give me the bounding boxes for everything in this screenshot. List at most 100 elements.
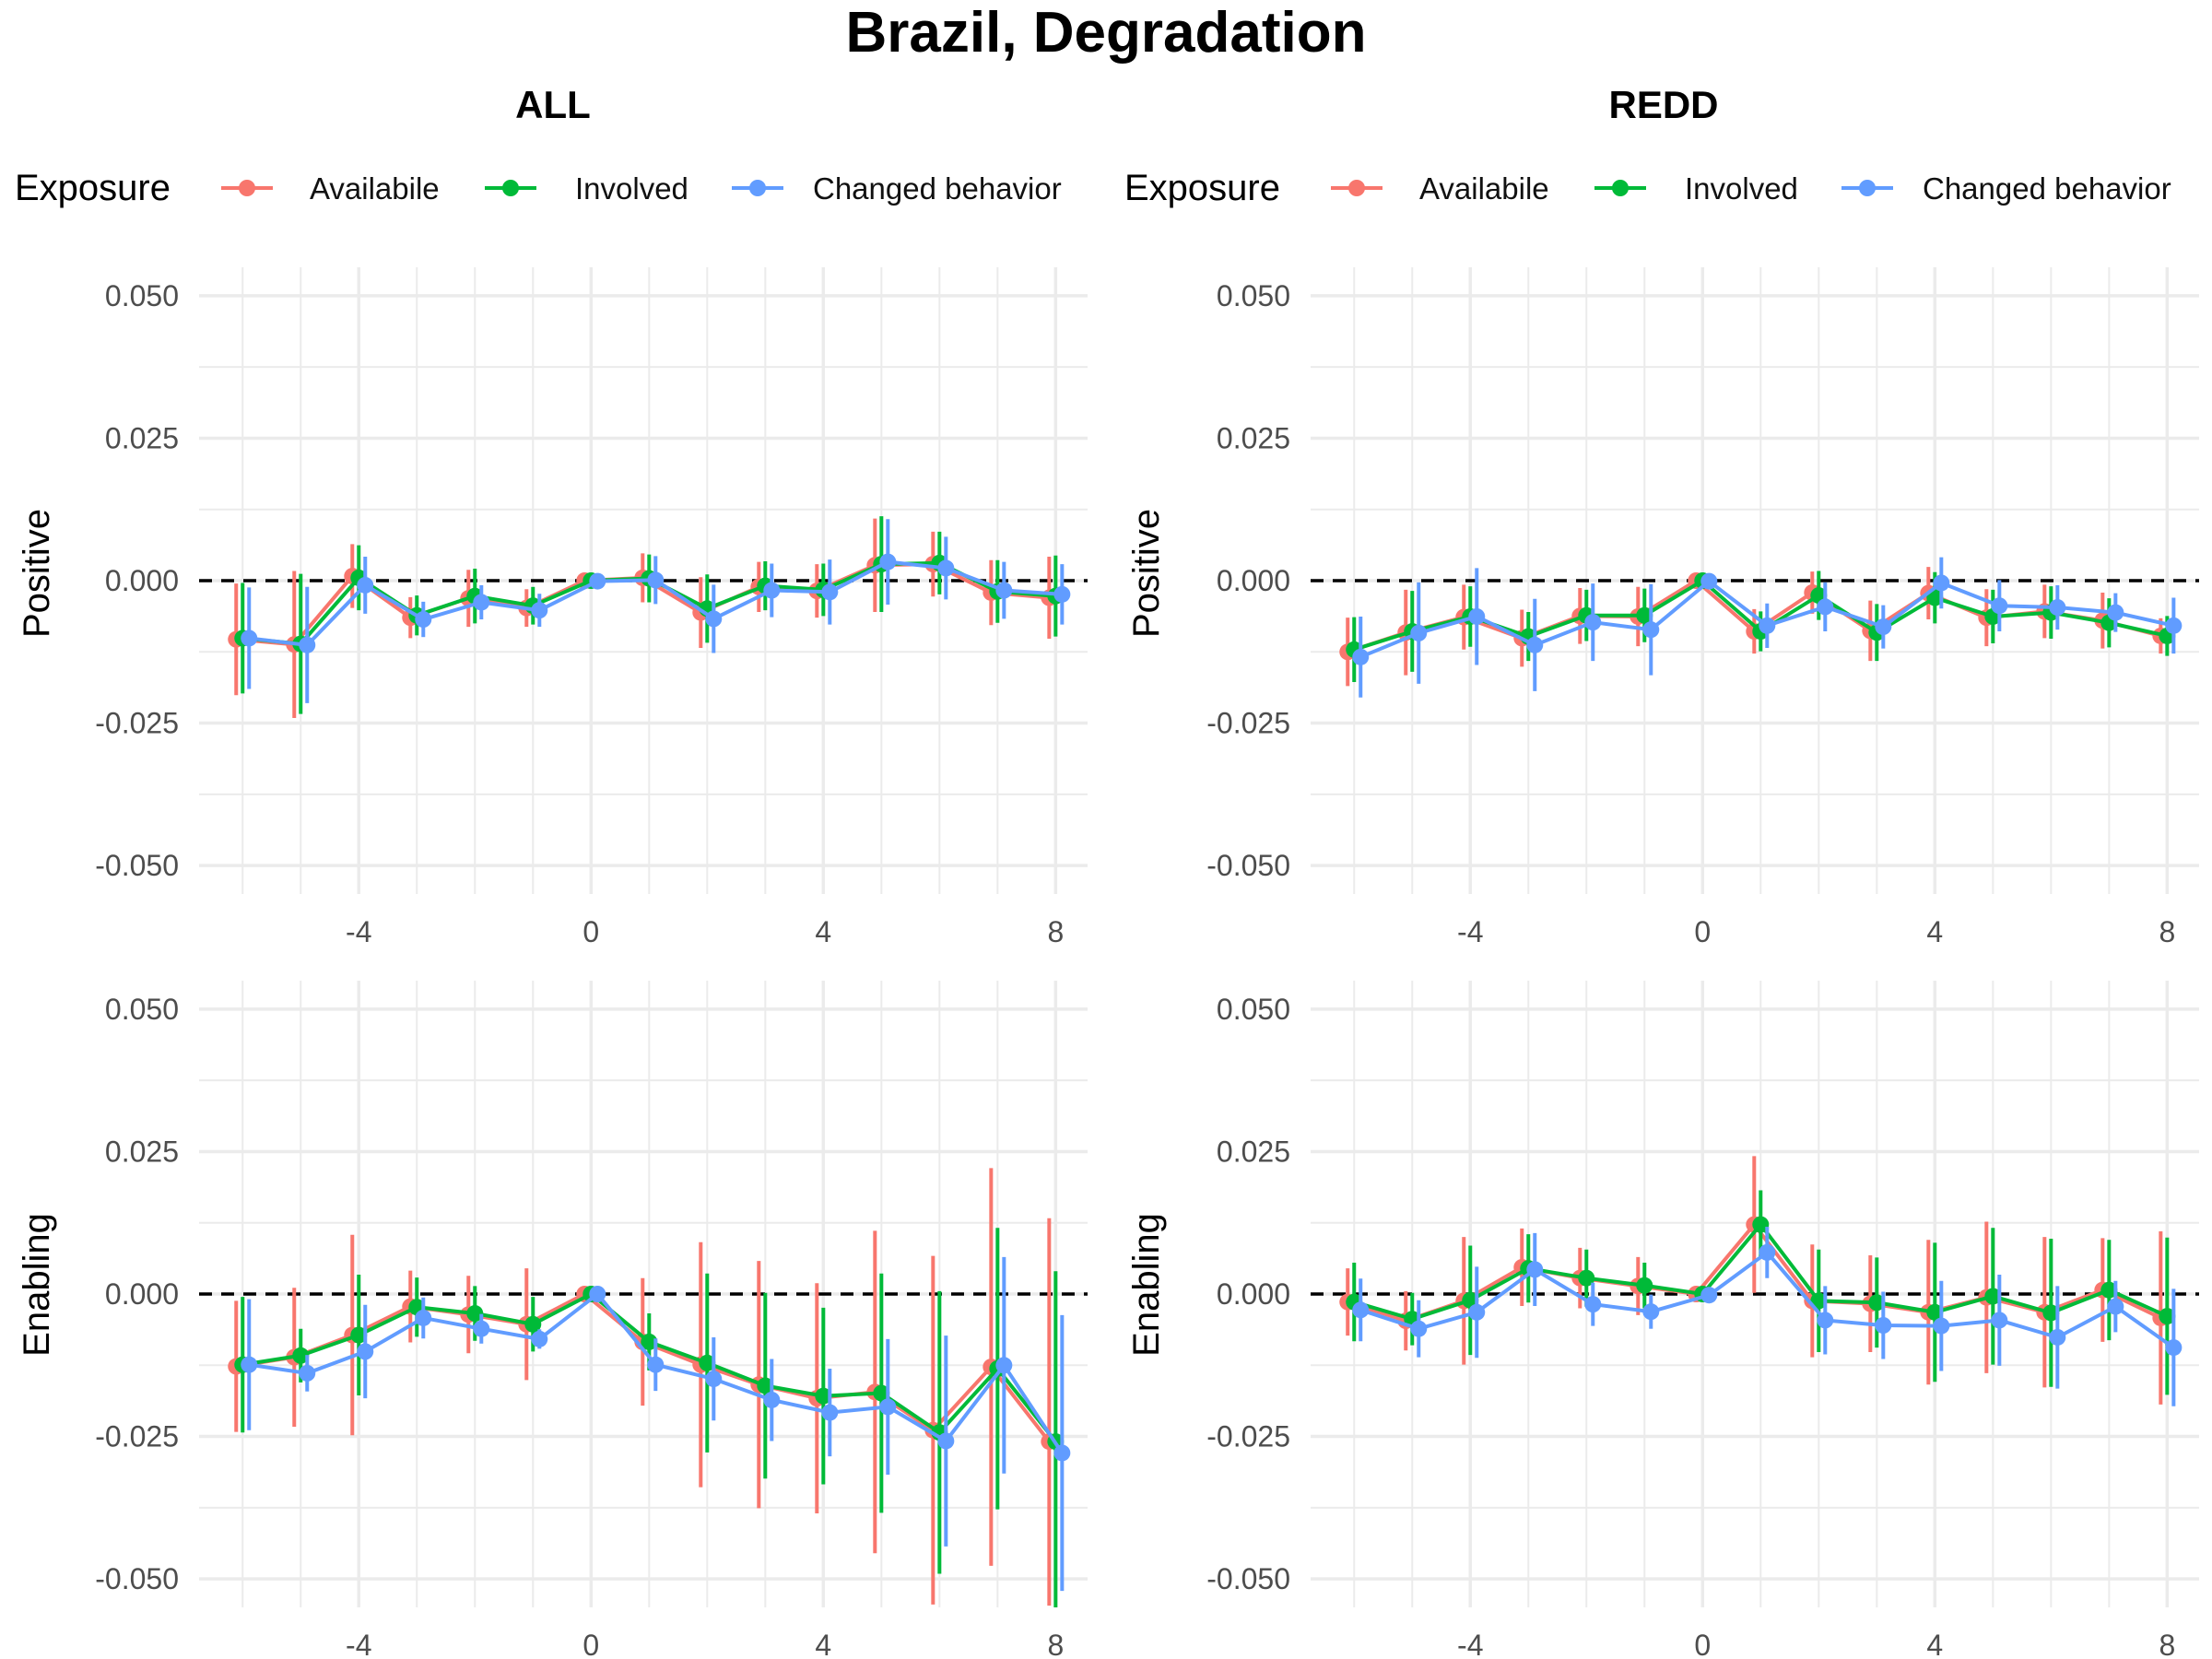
y-tick-label: 0.050: [105, 993, 179, 1026]
y-tick-label: 0.025: [105, 421, 179, 454]
y-tick-label: 0.050: [1217, 993, 1290, 1026]
row-label-positive-redd: Positive: [1126, 509, 1167, 638]
facet-strip-redd: REDD: [1608, 83, 1718, 126]
data-point: [879, 553, 897, 571]
data-point: [1817, 598, 1834, 616]
main-title: Brazil, Degradation: [846, 1, 1367, 65]
data-point: [357, 1343, 374, 1360]
x-tick-label: 0: [1694, 1629, 1711, 1659]
data-point: [531, 1330, 548, 1347]
legend-title: Exposure: [1124, 168, 1280, 208]
data-point: [757, 1377, 774, 1394]
data-point: [2042, 1304, 2060, 1322]
data-point: [647, 571, 665, 589]
data-point: [1636, 606, 1653, 624]
panels: 0.050 0.025 0.000 -0.025 -0.050 -4 0 4 8 0.050 0.0…: [95, 267, 2199, 1659]
x-tick-label: 8: [2159, 1629, 2175, 1659]
data-point: [937, 559, 955, 577]
y-tick-label: -0.025: [1206, 1420, 1290, 1453]
y-tick-label: -0.050: [95, 1562, 179, 1595]
legend-key-point: [1348, 180, 1365, 196]
y-tick-label: -0.050: [95, 849, 179, 882]
legend-title: Exposure: [15, 168, 171, 208]
legend-item-availabile: Availabile: [1331, 171, 1549, 206]
data-point: [415, 1309, 432, 1326]
data-point: [1759, 617, 1776, 634]
data-point: [1875, 1317, 1892, 1334]
data-layer: [1339, 557, 2183, 698]
x-tick-label: 4: [815, 1629, 831, 1659]
series-changed-behavior: [241, 1256, 1071, 1592]
data-point: [350, 1326, 368, 1344]
data-point: [1926, 589, 1944, 606]
x-tick-label: -4: [1457, 1629, 1483, 1659]
data-point: [531, 602, 548, 619]
panel-all-enabling: 0.050 0.025 0.000 -0.025 -0.050 -4 0 4 8: [95, 981, 1088, 1659]
legend-key-point: [1612, 180, 1629, 196]
y-tick-label: 0.000: [1217, 1277, 1290, 1311]
data-point: [1584, 614, 1602, 631]
legend-key-point: [502, 180, 519, 196]
x-tick-label: 0: [1694, 915, 1711, 948]
legend-label: Involved: [575, 171, 688, 206]
y-tick-label: 0.050: [105, 279, 179, 312]
data-point: [2100, 1281, 2118, 1299]
x-tick-label: 4: [1926, 915, 1943, 948]
data-point: [763, 582, 781, 599]
data-point: [1526, 636, 1544, 653]
y-tick-label: 0.025: [1217, 1135, 1290, 1168]
data-point: [2165, 1339, 2183, 1357]
data-point: [705, 610, 723, 628]
x-tick-label: 4: [815, 915, 831, 948]
data-point: [241, 1356, 258, 1373]
y-tick-label: 0.050: [1217, 279, 1290, 312]
data-point: [1526, 1261, 1544, 1278]
x-tick-label: 0: [582, 915, 599, 948]
data-point: [1868, 1294, 1886, 1312]
data-point: [1468, 1303, 1486, 1321]
y-tick-label: -0.050: [1206, 1562, 1290, 1595]
x-tick-label: -4: [1457, 915, 1483, 948]
data-point: [1053, 585, 1071, 603]
data-point: [763, 1391, 781, 1408]
legend-item-involved: Involved: [1594, 171, 1798, 206]
data-point: [415, 611, 432, 629]
y-tick-label: 0.025: [1217, 421, 1290, 454]
legend-label: Changed behavior: [1923, 171, 2171, 206]
data-point: [821, 583, 839, 601]
data-point: [357, 576, 374, 594]
legend-key-point: [749, 180, 766, 196]
data-point: [2049, 1328, 2066, 1346]
legend-label: Involved: [1685, 171, 1798, 206]
data-point: [873, 1384, 890, 1402]
x-tick-label: 8: [2159, 915, 2175, 948]
data-point: [1053, 1444, 1071, 1462]
data-point: [1410, 1320, 1428, 1337]
data-point: [1700, 572, 1718, 590]
data-point: [473, 594, 490, 611]
data-point: [1926, 1303, 1944, 1321]
data-point: [1817, 1312, 1834, 1329]
data-point: [2107, 1298, 2124, 1315]
y-tick-label: -0.050: [1206, 849, 1290, 882]
data-point: [879, 1398, 897, 1416]
y-tick-label: -0.025: [95, 1420, 179, 1453]
panel-redd-enabling: 0.050 0.025 0.000 -0.025 -0.050 -4 0 4 8: [1206, 981, 2199, 1659]
data-point: [524, 1315, 542, 1333]
data-point: [473, 1320, 490, 1337]
data-point: [2049, 599, 2066, 617]
data-point: [1700, 1287, 1718, 1304]
data-point: [1352, 1301, 1370, 1319]
y-tick-label: 0.000: [1217, 564, 1290, 597]
y-tick-label: 0.025: [105, 1135, 179, 1168]
legend-label: Changed behavior: [813, 171, 1062, 206]
data-point: [995, 1357, 1013, 1374]
x-tick-label: 0: [582, 1629, 599, 1659]
legend-label: Availabile: [1419, 171, 1549, 206]
data-point: [699, 1354, 716, 1371]
y-tick-label: 0.000: [105, 564, 179, 597]
data-point: [241, 629, 258, 647]
series-involved: [234, 1228, 1065, 1607]
data-point: [1933, 574, 1950, 592]
